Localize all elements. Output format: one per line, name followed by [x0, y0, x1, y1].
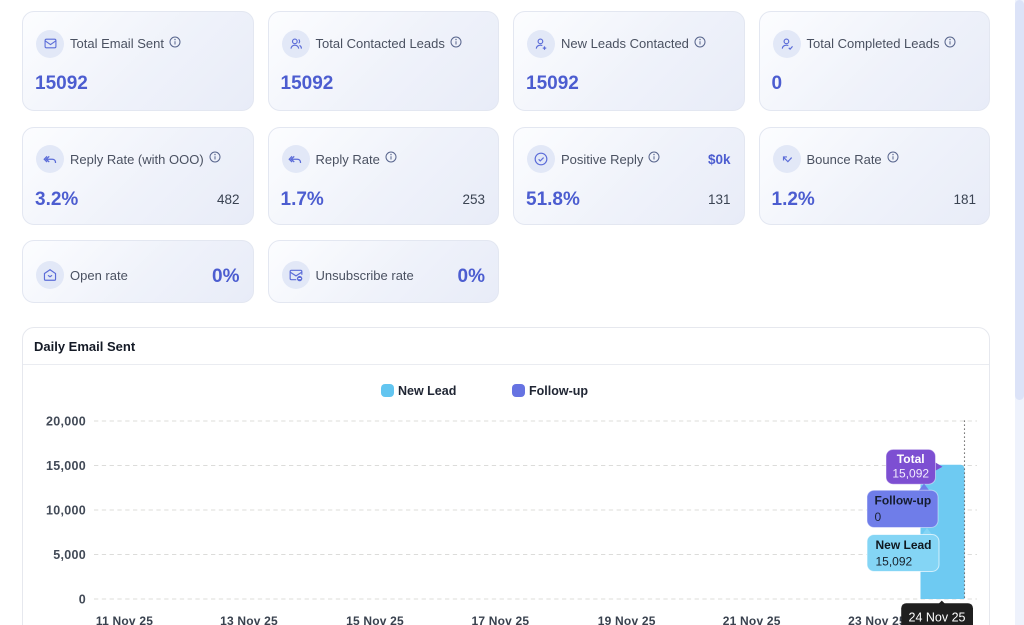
svg-text:19 Nov 25: 19 Nov 25	[598, 614, 656, 625]
svg-text:13 Nov 25: 13 Nov 25	[220, 614, 278, 625]
svg-text:15 Nov 25: 15 Nov 25	[346, 614, 404, 625]
svg-text:0: 0	[875, 510, 882, 524]
svg-text:20,000: 20,000	[46, 415, 86, 429]
svg-text:15,092: 15,092	[892, 467, 929, 481]
svg-text:Follow-up: Follow-up	[875, 494, 932, 508]
svg-text:15,092: 15,092	[876, 555, 913, 569]
svg-text:21 Nov 25: 21 Nov 25	[723, 614, 781, 625]
svg-text:New Lead: New Lead	[876, 538, 932, 552]
svg-text:15,000: 15,000	[46, 459, 86, 473]
svg-text:24 Nov 25: 24 Nov 25	[909, 611, 966, 625]
svg-text:11 Nov 25: 11 Nov 25	[96, 614, 153, 625]
svg-text:Total: Total	[897, 452, 925, 466]
svg-text:17 Nov 25: 17 Nov 25	[471, 614, 529, 625]
svg-text:10,000: 10,000	[46, 504, 86, 518]
svg-text:23 Nov 25: 23 Nov 25	[848, 614, 906, 625]
svg-text:0: 0	[79, 593, 86, 607]
svg-text:5,000: 5,000	[53, 548, 86, 562]
